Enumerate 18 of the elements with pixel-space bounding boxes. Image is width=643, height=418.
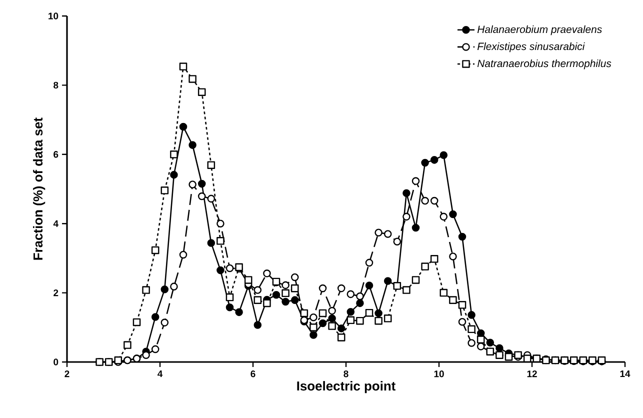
y-tick-label: 4 [53,220,58,227]
x-axis-title: Isoelectric point [297,381,396,394]
x-tick-label: 2 [64,370,70,378]
x-tick-label: 14 [620,370,630,378]
x-tick-label: 4 [158,370,163,378]
legend-label: Flexistipes sinusarabici [477,42,585,52]
x-tick-label: 8 [344,370,348,378]
x-tick-label: 6 [250,370,256,378]
y-tick-label: 2 [54,289,58,296]
x-tick-label: 10 [434,370,444,378]
y-tick-label: 0 [54,358,58,366]
legend-label: Halanaerobium praevalens [477,25,602,36]
y-tick-label: 8 [54,82,58,89]
y-tick-label: 6 [54,151,58,158]
y-tick-label: 10 [48,12,58,20]
x-tick-label: 12 [527,370,537,378]
legend-label: Natranaerobius thermophilus [477,59,612,70]
y-axis-title: Fraction (%) of data set [33,118,46,260]
